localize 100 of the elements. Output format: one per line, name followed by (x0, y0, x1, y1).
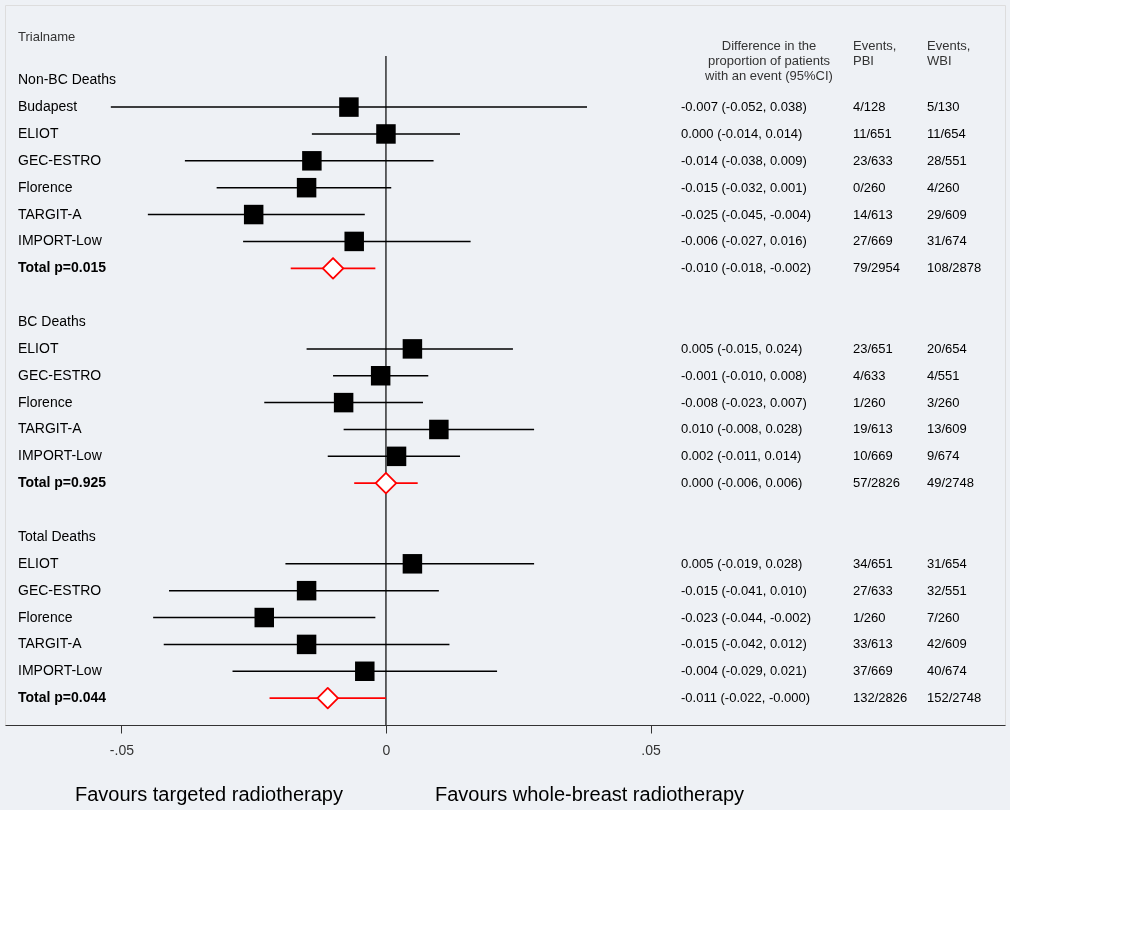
y-tick-label: TARGIT-A (18, 635, 83, 652)
annotation: 4/128 (853, 99, 886, 115)
y-tick-label: ELIOT (18, 339, 59, 356)
point (429, 419, 449, 440)
annotation: 40/674 (927, 663, 967, 679)
y-tick-label: Florence (18, 178, 73, 195)
annotation: -0.004 (-0.029, 0.021) (681, 663, 807, 679)
annotation: 152/2748 (927, 690, 982, 706)
y-tick-label: Florence (18, 608, 73, 625)
annotation: 34/651 (853, 555, 893, 571)
annotation: 42/609 (927, 636, 967, 652)
annotation: 4/260 (927, 179, 960, 195)
annotation: -0.008 (-0.023, 0.007) (681, 394, 807, 410)
annotation: -0.015 (-0.042, 0.012) (681, 636, 807, 652)
annotation: 0/260 (853, 179, 886, 195)
annotation: Events, WBI (927, 38, 971, 69)
annotation: 27/669 (853, 233, 893, 249)
y-tick-label: Total p=0.925 (18, 474, 107, 491)
x-tick-label: 0 (382, 741, 391, 758)
y-tick-label: Budapest (18, 98, 78, 115)
annotation: 11/654 (927, 125, 966, 141)
annotation: 0.002 (-0.011, 0.014) (681, 448, 802, 464)
annotation: 31/674 (927, 233, 967, 249)
annotation: -0.023 (-0.044, -0.002) (681, 609, 812, 625)
annotation: 0.010 (-0.008, 0.028) (681, 421, 803, 437)
annotation: 1/260 (853, 394, 886, 410)
y-tick-label: Total Deaths (18, 527, 96, 544)
annotation: 0.005 (-0.019, 0.028) (681, 555, 803, 571)
y-tick-label: BC Deaths (18, 313, 86, 330)
annotation: 9/674 (927, 448, 960, 464)
annotation: 5/130 (927, 99, 960, 115)
point (321, 257, 345, 280)
point (296, 580, 317, 601)
annotation: 0.005 (-0.015, 0.024) (681, 340, 803, 356)
annotation: -0.015 (-0.041, 0.010) (681, 582, 807, 598)
point (344, 231, 364, 252)
point (302, 151, 322, 171)
text: Favours whole-breast radiotherapy (435, 783, 745, 805)
annotation: -0.006 (-0.027, 0.016) (681, 233, 807, 249)
point (296, 177, 317, 198)
y-tick-label: Florence (18, 393, 73, 410)
annotation: -0.015 (-0.032, 0.001) (681, 179, 807, 195)
annotation: 49/2748 (927, 475, 974, 491)
annotation: 23/633 (853, 152, 893, 168)
annotation: 32/551 (927, 582, 967, 598)
annotation: 4/551 (927, 367, 960, 383)
point (370, 366, 391, 386)
point (254, 607, 275, 628)
annotation: 19/613 (853, 421, 893, 437)
y-tick-label: GEC-ESTRO (18, 366, 102, 383)
annotation: 13/609 (927, 421, 967, 437)
y-tick-label: ELIOT (18, 124, 59, 141)
y-tick-label: Non-BC Deaths (18, 71, 117, 88)
point (376, 124, 396, 144)
point (339, 97, 359, 117)
annotation: -0.011 (-0.022, -0.000) (681, 690, 811, 706)
y-tick-label: IMPORT-Low (18, 447, 103, 464)
y-tick-label: IMPORT-Low (18, 232, 103, 249)
annotation: 7/260 (927, 609, 960, 625)
y-tick-label: Total p=0.015 (18, 259, 107, 276)
x-tick-label: -.05 (109, 741, 135, 758)
annotation: 0.000 (-0.006, 0.006) (681, 475, 803, 491)
annotation: 57/2826 (853, 475, 900, 491)
point (402, 339, 423, 359)
annotation: 37/669 (853, 663, 893, 679)
annotation: 79/2954 (853, 260, 900, 276)
y-tick-label: Total p=0.044 (18, 689, 107, 706)
annotation: -0.010 (-0.018, -0.002) (681, 260, 812, 276)
annotation: 0.000 (-0.014, 0.014) (681, 125, 803, 141)
annotation: 3/260 (927, 394, 960, 410)
annotation: 132/2826 (853, 690, 908, 706)
annotation: 28/551 (927, 152, 967, 168)
annotation: 14/613 (853, 206, 893, 222)
annotation: -0.014 (-0.038, 0.009) (681, 152, 807, 168)
annotation: 29/609 (927, 206, 967, 222)
annotation: 31/654 (927, 555, 967, 571)
annotation: Difference in the proportion of patients with an event (95%CI) (704, 38, 833, 84)
annotation: 108/2878 (927, 260, 982, 276)
point (386, 446, 407, 467)
y-tick-label: GEC-ESTRO (18, 581, 102, 598)
x-tick-label: .05 (641, 741, 661, 758)
y-tick-label: TARGIT-A (18, 205, 83, 222)
annotation: 11/651 (853, 125, 892, 141)
point (374, 472, 398, 495)
point (355, 661, 375, 682)
annotation: 27/633 (853, 582, 893, 598)
y-tick-label: TARGIT-A (18, 420, 83, 437)
annotation: 10/669 (853, 448, 893, 464)
annotation: -0.025 (-0.045, -0.004) (681, 206, 812, 222)
y-tick-label: ELIOT (18, 554, 59, 571)
annotation: 20/654 (927, 340, 967, 356)
annotation: 4/633 (853, 367, 886, 383)
annotation: -0.007 (-0.052, 0.038) (681, 99, 807, 115)
point (316, 686, 339, 710)
y-tick-label: GEC-ESTRO (18, 151, 102, 168)
point (402, 554, 423, 574)
y-axis-title: Trialname (18, 29, 76, 45)
annotation: Events, PBI (853, 38, 897, 69)
text: Favours targeted radiotherapy (75, 783, 343, 805)
annotation: -0.001 (-0.010, 0.008) (681, 367, 807, 383)
